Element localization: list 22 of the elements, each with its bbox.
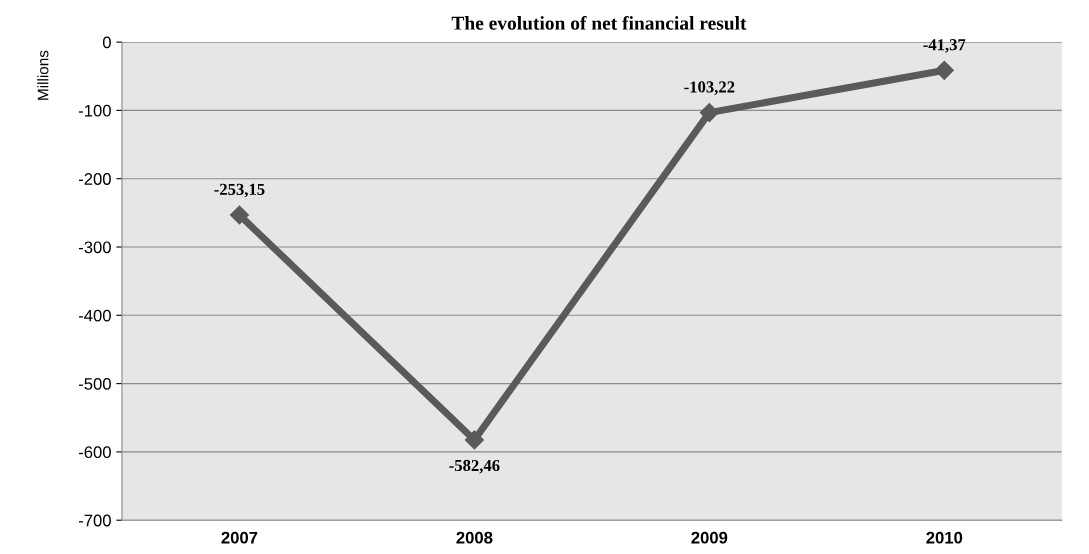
y-axis-title: Millions xyxy=(37,50,49,100)
chart-title: The evolution of net financial result xyxy=(451,15,747,30)
y-tick-label: -500 xyxy=(78,378,111,390)
y-tick-label: -700 xyxy=(78,514,111,527)
y-tick-label: 0 xyxy=(102,36,111,49)
point xyxy=(229,205,249,225)
x-tick-label: 2010 xyxy=(926,531,963,544)
point xyxy=(699,103,719,123)
x-tick-label: 2009 xyxy=(691,531,728,544)
point xyxy=(934,60,954,80)
y-tick-label: -300 xyxy=(78,241,111,254)
data-label: -582,46 xyxy=(449,459,500,474)
data-label: -41,37 xyxy=(923,39,966,53)
x-tick-label: 2008 xyxy=(456,531,493,544)
data-label: -103,22 xyxy=(684,81,735,95)
y-tick-label: -200 xyxy=(78,173,111,185)
y-tick-label: -100 xyxy=(78,104,111,117)
y-tick-label: -400 xyxy=(78,309,111,322)
point xyxy=(464,430,484,450)
x-tick-label: 2007 xyxy=(221,531,258,544)
y-tick-label: -600 xyxy=(78,446,111,459)
data-label: -253,15 xyxy=(214,183,265,198)
